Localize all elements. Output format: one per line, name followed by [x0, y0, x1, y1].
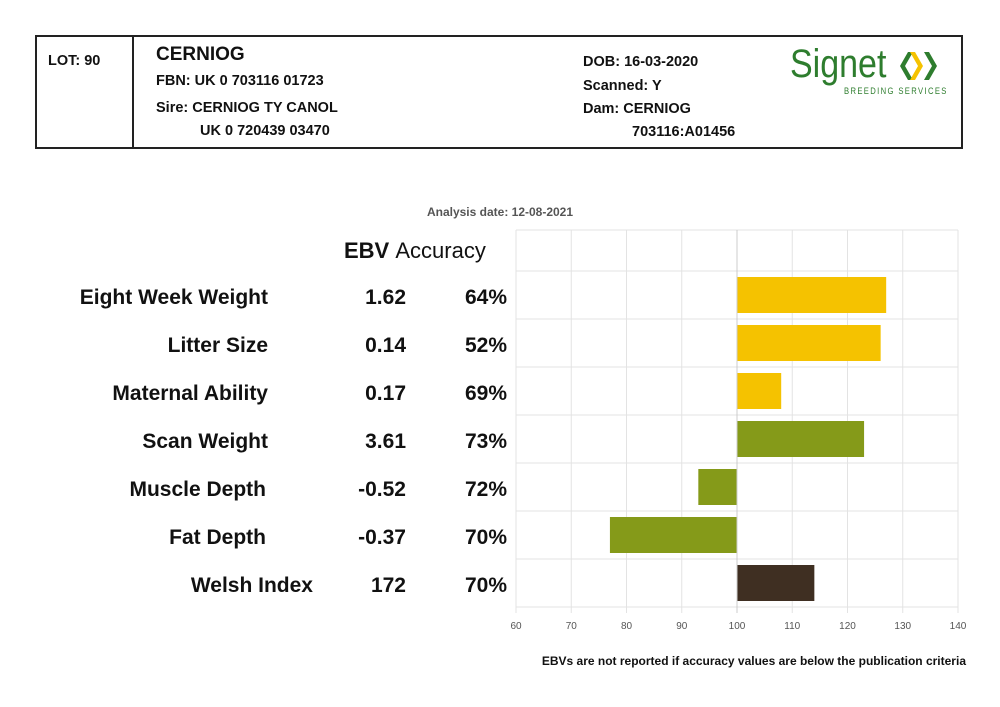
dob: DOB: 16-03-2020: [583, 54, 699, 70]
bar: [737, 421, 865, 457]
x-tick-label: 140: [950, 621, 967, 632]
accuracy-header: Accuracy: [395, 238, 486, 263]
dam-id: 703116:A01456: [632, 124, 736, 140]
signet-logo-subtitle: BREEDING SERVICES: [844, 86, 948, 96]
lot-divider: [132, 37, 134, 147]
x-tick-label: 90: [676, 621, 688, 632]
trait-label: Litter Size: [167, 334, 268, 357]
trait-label: Muscle Depth: [129, 478, 266, 501]
ebv-value: -0.52: [358, 478, 406, 501]
ebv-value: 172: [370, 574, 406, 597]
x-tick-label: 60: [510, 621, 522, 632]
analysis-date: Analysis date: 12-08-2021: [426, 205, 574, 219]
signet-logo: Signet BREEDING SERVICES: [790, 42, 950, 102]
dam: Dam: CERNIOG: [583, 101, 691, 117]
x-tick-label: 100: [729, 621, 746, 632]
accuracy-value: 70%: [464, 574, 507, 597]
accuracy-value: 70%: [464, 526, 507, 549]
animal-name: CERNIOG: [156, 44, 245, 65]
bar: [737, 565, 815, 601]
signet-logo-text: Signet: [790, 42, 887, 86]
trait-label: Scan Weight: [142, 430, 268, 453]
fbn: FBN: UK 0 703116 01723: [156, 73, 324, 89]
column-header: EBV Accuracy: [344, 238, 486, 264]
bar: [737, 373, 782, 409]
sire-id: UK 0 720439 03470: [200, 123, 330, 139]
signet-chevron-icon: [900, 52, 937, 80]
lot-number: LOT: 90: [48, 53, 101, 69]
accuracy-value: 72%: [464, 478, 507, 501]
x-tick-label: 120: [839, 621, 856, 632]
accuracy-value: 69%: [464, 382, 507, 405]
trait-label: Fat Depth: [169, 526, 266, 549]
ebv-bar-chart: 60 70 80 90 100 110 120 130 140: [510, 229, 967, 632]
ebv-value: 1.62: [365, 286, 406, 309]
trait-label: Welsh Index: [190, 574, 313, 597]
ebv-value: -0.37: [358, 526, 406, 549]
x-tick-label: 70: [566, 621, 578, 632]
ebv-value: 0.17: [365, 382, 406, 405]
animal-info-box: [35, 35, 963, 149]
ebv-value: 3.61: [365, 430, 406, 453]
accuracy-value: 73%: [464, 430, 507, 453]
x-tick-label: 130: [894, 621, 911, 632]
trait-label: Maternal Ability: [112, 382, 268, 405]
ebv-value: 0.14: [365, 334, 406, 357]
scanned: Scanned: Y: [583, 78, 662, 94]
x-tick-label: 80: [621, 621, 633, 632]
publication-note: EBVs are not reported if accuracy values…: [541, 654, 966, 668]
accuracy-value: 52%: [464, 334, 507, 357]
bar: [737, 325, 881, 361]
bar: [698, 469, 737, 505]
ebv-header: EBV: [344, 238, 390, 263]
bar: [609, 517, 737, 553]
accuracy-value: 64%: [464, 286, 507, 309]
x-tick-label: 110: [784, 621, 800, 632]
trait-label: Eight Week Weight: [79, 286, 268, 309]
bar: [737, 277, 887, 313]
sire: Sire: CERNIOG TY CANOL: [156, 100, 338, 116]
